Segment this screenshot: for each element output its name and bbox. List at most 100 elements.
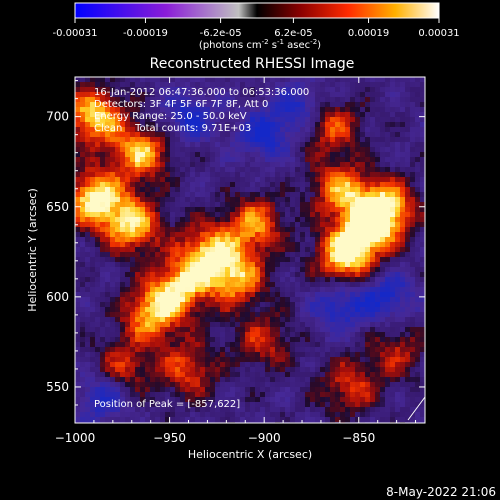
heatmap-cell xyxy=(375,77,380,82)
heatmap-cell xyxy=(210,137,215,142)
heatmap-cell xyxy=(240,367,245,372)
heatmap-cell xyxy=(305,167,310,172)
heatmap-cell xyxy=(80,262,85,267)
heatmap-cell xyxy=(165,282,170,287)
heatmap-cell xyxy=(245,307,250,312)
heatmap-cell xyxy=(350,312,355,317)
heatmap-cell xyxy=(395,97,400,102)
heatmap-cell xyxy=(310,222,315,227)
heatmap-cell xyxy=(175,152,180,157)
heatmap-cell xyxy=(200,387,205,392)
heatmap-cell xyxy=(170,352,175,357)
heatmap-cell xyxy=(115,292,120,297)
heatmap-cell xyxy=(295,157,300,162)
heatmap-cell xyxy=(210,327,215,332)
heatmap-cell xyxy=(370,367,375,372)
heatmap-cell xyxy=(155,137,160,142)
heatmap-cell xyxy=(405,357,410,362)
heatmap-cell xyxy=(95,77,100,82)
heatmap-cell xyxy=(145,402,150,407)
heatmap-cell xyxy=(365,377,370,382)
heatmap-cell xyxy=(305,392,310,397)
heatmap-cell xyxy=(170,247,175,252)
heatmap-cell xyxy=(270,412,275,417)
heatmap-cell xyxy=(165,157,170,162)
heatmap-cell xyxy=(225,92,230,97)
heatmap-cell xyxy=(115,202,120,207)
colorbar-tick-label: 0.00031 xyxy=(418,28,459,39)
heatmap-cell xyxy=(165,207,170,212)
heatmap-cell xyxy=(270,362,275,367)
heatmap-cell xyxy=(415,92,420,97)
heatmap-cell xyxy=(180,332,185,337)
heatmap-cell xyxy=(170,142,175,147)
heatmap-cell xyxy=(370,357,375,362)
heatmap-cell xyxy=(175,97,180,102)
heatmap-cell xyxy=(300,92,305,97)
heatmap-cell xyxy=(285,337,290,342)
heatmap-cell xyxy=(205,332,210,337)
heatmap-cell xyxy=(240,147,245,152)
heatmap-cell xyxy=(180,202,185,207)
heatmap-cell xyxy=(210,392,215,397)
heatmap-cell xyxy=(115,127,120,132)
heatmap-cell xyxy=(270,207,275,212)
heatmap-cell xyxy=(280,182,285,187)
heatmap-cell xyxy=(210,257,215,262)
heatmap-cell xyxy=(410,307,415,312)
heatmap-cell xyxy=(375,252,380,257)
heatmap-cell xyxy=(145,132,150,137)
heatmap-cell xyxy=(315,132,320,137)
heatmap-cell xyxy=(225,397,230,402)
heatmap-cell xyxy=(415,152,420,157)
heatmap-cell xyxy=(255,302,260,307)
heatmap-cell xyxy=(260,287,265,292)
heatmap-cell xyxy=(205,217,210,222)
heatmap-cell xyxy=(335,197,340,202)
heatmap-cell xyxy=(200,287,205,292)
heatmap-cell xyxy=(350,222,355,227)
heatmap-cell xyxy=(315,377,320,382)
heatmap-cell xyxy=(360,192,365,197)
heatmap-cell xyxy=(315,222,320,227)
heatmap-cell xyxy=(345,242,350,247)
heatmap-cell xyxy=(375,407,380,412)
heatmap-cell xyxy=(80,397,85,402)
heatmap-cell xyxy=(365,97,370,102)
heatmap-cell xyxy=(260,267,265,272)
heatmap-cell xyxy=(145,172,150,177)
heatmap-cell xyxy=(180,352,185,357)
heatmap-cell xyxy=(395,332,400,337)
heatmap-cell xyxy=(335,142,340,147)
heatmap-cell xyxy=(295,302,300,307)
heatmap-cell xyxy=(265,282,270,287)
heatmap-cell xyxy=(190,142,195,147)
heatmap-cell xyxy=(250,117,255,122)
heatmap-cell xyxy=(210,347,215,352)
heatmap-cell xyxy=(370,222,375,227)
heatmap-cell xyxy=(325,357,330,362)
heatmap-cell xyxy=(375,117,380,122)
heatmap-cell xyxy=(330,117,335,122)
heatmap-cell xyxy=(195,172,200,177)
colorbar-units: (photons cm-2 s-1 asec-2) xyxy=(199,38,321,51)
heatmap-cell xyxy=(190,272,195,277)
heatmap-cell xyxy=(190,387,195,392)
heatmap-cell xyxy=(260,77,265,82)
heatmap-cell xyxy=(200,327,205,332)
heatmap-cell xyxy=(155,187,160,192)
heatmap-cell xyxy=(335,272,340,277)
heatmap-cell xyxy=(190,147,195,152)
heatmap-cell xyxy=(145,182,150,187)
heatmap-cell xyxy=(330,232,335,237)
heatmap-cell xyxy=(185,87,190,92)
heatmap-cell xyxy=(345,97,350,102)
heatmap-cell xyxy=(210,372,215,377)
heatmap-cell xyxy=(115,112,120,117)
heatmap-cell xyxy=(400,337,405,342)
y-axis-label: Heliocentric Y (arcsec) xyxy=(26,188,39,312)
heatmap-cell xyxy=(185,227,190,232)
heatmap-cell xyxy=(190,302,195,307)
heatmap-cell xyxy=(335,222,340,227)
heatmap-cell xyxy=(200,347,205,352)
